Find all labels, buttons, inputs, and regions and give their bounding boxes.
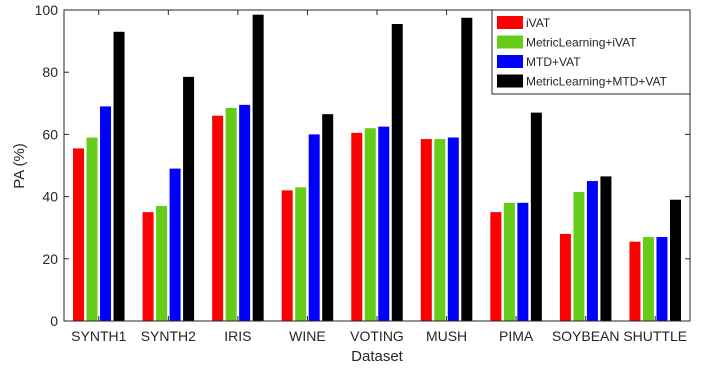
bar-wine-series-4 [322,114,334,321]
bar-soybean-series-4 [600,176,612,321]
x-tick-label: IRIS [224,328,251,344]
y-tick-label: 20 [42,251,58,267]
x-tick-label: VOTING [350,328,404,344]
bar-iris-series-4 [252,14,264,321]
x-axis-label: Dataset [351,348,404,365]
bar-pima-series-1 [490,212,502,321]
bar-voting-series-2 [364,128,376,321]
legend-swatch-series-1 [497,16,523,29]
y-tick-label: 100 [35,2,59,18]
bar-voting-series-3 [378,126,390,322]
bar-mush-series-3 [447,137,459,321]
bar-soybean-series-1 [559,233,571,321]
bar-voting-series-4 [391,24,403,321]
bar-wine-series-2 [295,187,307,321]
x-tick-label: PIMA [499,328,534,344]
legend-label-series-2: MetricLearning+iVAT [526,36,637,50]
bar-shuttle-series-2 [642,237,654,321]
y-tick-label: 60 [42,126,58,142]
x-tick-label: SHUTTLE [623,328,687,344]
legend-label-series-4: MetricLearning+MTD+VAT [526,75,668,89]
bar-shuttle-series-3 [656,237,668,321]
x-tick-label: SYNTH2 [141,328,196,344]
bar-wine-series-1 [281,190,293,321]
legend-label-series-3: MTD+VAT [526,55,581,69]
y-axis-label: PA (%) [11,143,28,189]
legend-label-series-1: iVAT [526,16,551,30]
y-tick-label: 0 [50,313,58,329]
legend-swatch-series-3 [497,55,523,68]
x-tick-label: WINE [289,328,326,344]
bars-layer [73,14,681,322]
legend: iVAT MetricLearning+iVAT MTD+VAT MetricLear… [491,9,691,95]
bar-iris-series-2 [225,107,237,322]
bar-mush-series-2 [434,139,446,321]
bar-shuttle-series-4 [669,199,681,321]
plot-frame [63,9,691,322]
bar-iris-series-3 [239,104,251,321]
bar-wine-series-3 [308,134,320,321]
bar-synth2-series-4 [183,76,195,321]
legend-swatch-series-4 [497,74,523,88]
bar-soybean-series-2 [573,191,585,321]
bar-pima-series-3 [517,202,529,321]
legend-swatch-series-2 [497,35,523,49]
ticks-layer: SYNTH1 SYNTH2 IRIS WINE VOTING MUSH PIMA SOYBEA… [35,2,690,344]
bar-synth2-series-1 [142,212,154,321]
y-tick-label: 80 [42,64,58,80]
bar-synth1-series-2 [86,137,98,321]
bar-synth2-series-2 [156,205,168,321]
bar-iris-series-1 [212,115,224,322]
bar-synth2-series-3 [169,168,181,321]
bar-synth1-series-3 [100,106,112,321]
x-tick-label: MUSH [426,328,467,344]
y-tick-label: 40 [42,189,58,205]
bar-voting-series-1 [351,132,363,321]
bar-soybean-series-3 [586,181,598,321]
x-tick-label: SYNTH1 [71,328,126,344]
bar-synth1-series-4 [113,31,125,322]
x-tick-label: SOYBEAN [552,328,620,344]
bar-pima-series-2 [503,202,515,321]
bar-synth1-series-1 [73,148,85,321]
bar-mush-series-1 [420,139,432,321]
bar-shuttle-series-1 [629,241,641,321]
bar-pima-series-4 [530,112,542,321]
bar-mush-series-4 [461,17,473,322]
legend-box [491,9,691,95]
